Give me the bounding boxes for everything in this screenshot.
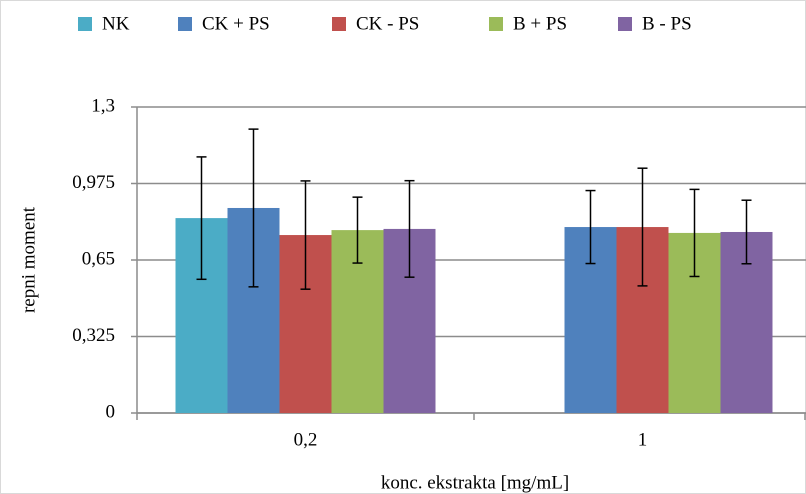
error-bar <box>300 180 311 290</box>
error-bar <box>637 167 648 287</box>
y-tick-label: 0,325 <box>72 325 115 346</box>
error-bar <box>196 156 207 281</box>
legend-swatch <box>332 17 346 31</box>
y-tick-label: 1,3 <box>91 95 115 116</box>
error-bar <box>248 128 259 288</box>
error-bar <box>352 196 363 264</box>
y-tick-label: 0,975 <box>72 172 115 193</box>
y-axis-title: repni moment <box>18 206 39 313</box>
error-bar <box>741 199 752 265</box>
x-axis-title: konc. ekstrakta [mg/mL] <box>381 472 569 493</box>
legend-label: B + PS <box>513 13 567 34</box>
x-tick-label: 1 <box>638 429 648 450</box>
error-bar <box>689 188 700 278</box>
error-bar <box>404 179 415 278</box>
error-bar <box>585 189 596 265</box>
legend-swatch <box>178 17 192 31</box>
legend-swatch <box>618 17 632 31</box>
x-tick-label: 0,2 <box>294 429 318 450</box>
legend-label: NK <box>102 13 130 34</box>
legend-label: CK + PS <box>202 13 270 34</box>
legend-swatch <box>489 17 503 31</box>
legend-label: B - PS <box>642 13 692 34</box>
legend-swatch <box>78 17 92 31</box>
y-tick-label: 0 <box>106 401 116 422</box>
legend-label: CK - PS <box>356 13 419 34</box>
y-tick-label: 0,65 <box>82 248 115 269</box>
